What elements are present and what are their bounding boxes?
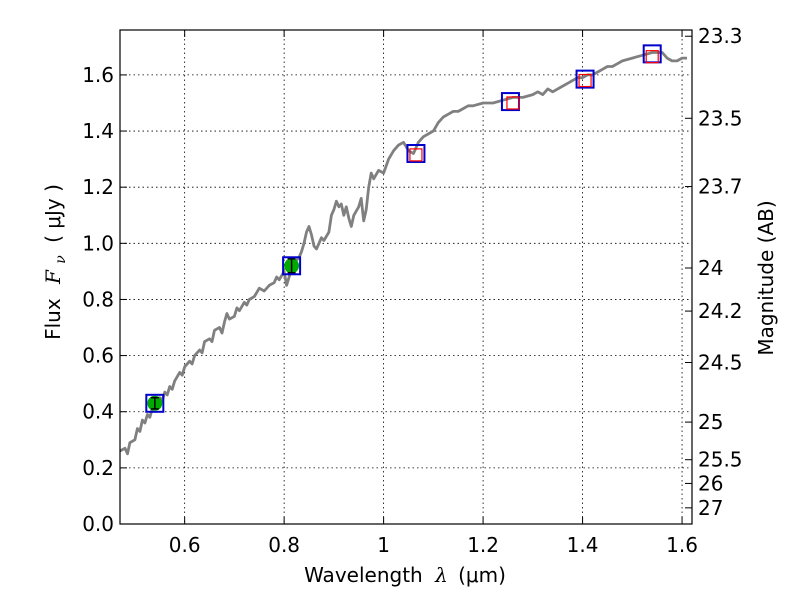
y2-tick-label: 24 <box>698 256 723 280</box>
model-square <box>575 69 595 89</box>
y-tick-label: 0.6 <box>82 344 114 368</box>
y-axis-label: Flux F ν ( μJy ) <box>41 184 70 340</box>
y2-tick-label: 23.3 <box>698 24 743 48</box>
y-tick-label: 1.0 <box>82 231 114 255</box>
series-layer <box>119 44 687 456</box>
y2-tick-label: 25 <box>698 410 723 434</box>
y-axis-label-subscript: ν <box>53 255 69 264</box>
y2-axis-label: Magnitude (AB) <box>754 200 778 355</box>
x-tick-label: 1 <box>377 533 390 557</box>
x-tick-label: 1.6 <box>666 533 698 557</box>
y2-tick-label: 26 <box>698 471 723 495</box>
y-tick-label: 1.4 <box>82 119 114 143</box>
y2-tick-label: 24.2 <box>698 299 743 323</box>
x-tick-label: 1.2 <box>467 533 499 557</box>
x-axis-label-units: (μm) <box>458 563 506 587</box>
y-axis-label-prefix: Flux <box>41 298 65 340</box>
y-tick-label: 0.2 <box>82 456 114 480</box>
y2-tick-label: 25.5 <box>698 448 743 472</box>
x-tick-label: 1.4 <box>567 533 599 557</box>
y2-tick-label: 23.7 <box>698 175 743 199</box>
model-square <box>406 144 426 163</box>
y-tick-label: 0.4 <box>82 400 114 424</box>
plot-frame <box>119 29 693 525</box>
x-axis-label: Wavelength λ (μm) <box>304 563 506 587</box>
y-axis-label-symbol: F <box>41 269 65 285</box>
upper-limit-square <box>645 50 659 64</box>
upper-limit-square <box>578 73 592 88</box>
spectrum-line <box>119 51 687 456</box>
model-square <box>145 393 165 413</box>
y-tick-label: 1.2 <box>82 175 114 199</box>
x-tick-label: 0.8 <box>268 533 300 557</box>
y2-tick-label: 24.5 <box>698 350 743 374</box>
x-axis-label-prefix: Wavelength <box>304 563 423 587</box>
x-axis-label-symbol: λ <box>434 563 448 587</box>
model-square <box>282 256 302 276</box>
y2-tick-label: 27 <box>698 496 723 520</box>
upper-limit-square <box>409 148 423 162</box>
y2-tick-label: 23.5 <box>698 106 743 130</box>
ticks: 0.6 0.8 1 1.2 1.4 1.6 0.0 0.2 0.4 0.6 0.8 1.0 1.2 1.4… <box>82 24 742 557</box>
y-tick-label: 0.0 <box>82 512 114 536</box>
y-tick-label: 1.6 <box>82 63 114 87</box>
y-axis-label-units: ( μJy ) <box>41 184 65 243</box>
y-tick-label: 0.8 <box>82 287 114 311</box>
x-tick-label: 0.6 <box>169 533 201 557</box>
upper-limit-square <box>506 96 520 110</box>
